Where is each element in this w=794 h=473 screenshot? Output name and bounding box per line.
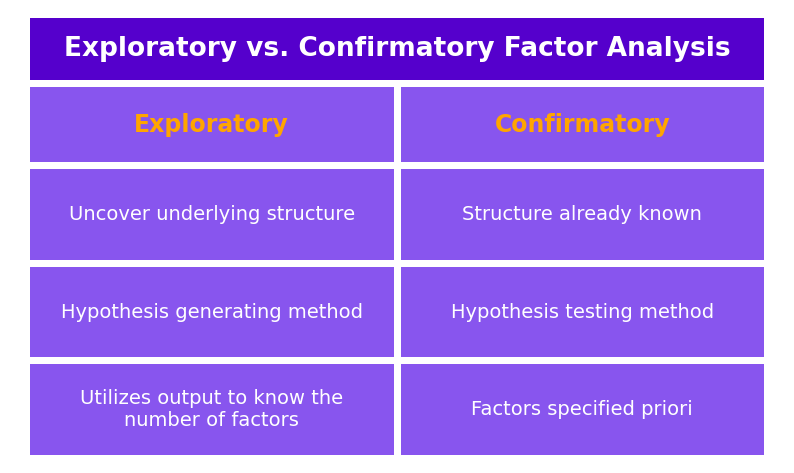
Bar — [400, 169, 764, 260]
Bar — [30, 169, 394, 260]
Bar — [400, 267, 764, 357]
Text: Hypothesis generating method: Hypothesis generating method — [61, 303, 363, 322]
Bar — [30, 364, 394, 455]
Bar — [400, 87, 764, 162]
Text: Exploratory vs. Confirmatory Factor Analysis: Exploratory vs. Confirmatory Factor Anal… — [64, 36, 730, 62]
Bar — [30, 267, 394, 357]
Text: Utilizes output to know the
number of factors: Utilizes output to know the number of fa… — [80, 389, 343, 430]
Text: Structure already known: Structure already known — [462, 205, 702, 224]
Bar — [30, 87, 394, 162]
Text: Uncover underlying structure: Uncover underlying structure — [69, 205, 355, 224]
Text: Confirmatory: Confirmatory — [495, 113, 670, 137]
Text: Factors specified priori: Factors specified priori — [472, 400, 693, 419]
Text: Hypothesis testing method: Hypothesis testing method — [451, 303, 714, 322]
Bar — [400, 364, 764, 455]
Text: Exploratory: Exploratory — [134, 113, 289, 137]
Bar — [30, 18, 764, 80]
